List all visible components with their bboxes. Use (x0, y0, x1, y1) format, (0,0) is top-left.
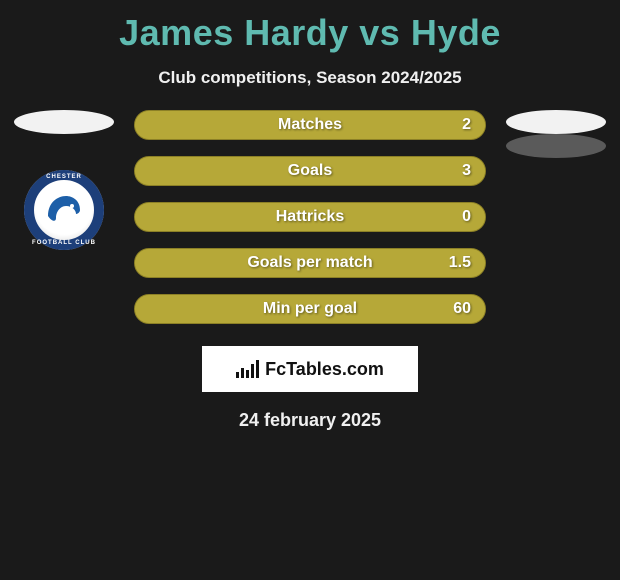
stat-label: Goals per match (247, 254, 372, 272)
main-row: CHESTER FOOTBALL CLUB Matches 2 Goals 3 Hatt… (0, 110, 620, 340)
bar-chart-icon (236, 360, 259, 378)
stat-bar: Goals per match 1.5 (134, 248, 486, 278)
crest-text-top: CHESTER (28, 174, 100, 180)
left-ellipse (14, 110, 114, 134)
date: 24 february 2025 (0, 410, 620, 431)
stat-value-right: 1.5 (449, 254, 471, 272)
stat-value-right: 2 (462, 116, 471, 134)
stat-label: Goals (288, 162, 332, 180)
stat-label: Min per goal (263, 300, 357, 318)
stats-column: Matches 2 Goals 3 Hattricks 0 Goals per match 1… (120, 110, 500, 340)
left-column: CHESTER FOOTBALL CLUB (8, 110, 120, 340)
crest-inner (42, 188, 86, 232)
wolf-icon (42, 188, 86, 232)
subtitle: Club competitions, Season 2024/2025 (0, 68, 620, 88)
stat-bar: Hattricks 0 (134, 202, 486, 232)
crest-text-bottom: FOOTBALL CLUB (28, 240, 100, 246)
stat-value-right: 0 (462, 208, 471, 226)
right-column (500, 110, 612, 340)
stat-bar: Matches 2 (134, 110, 486, 140)
stat-value-right: 60 (453, 300, 471, 318)
stat-value-right: 3 (462, 162, 471, 180)
right-ellipse-bottom (506, 134, 606, 158)
club-crest: CHESTER FOOTBALL CLUB (24, 170, 104, 250)
stat-label: Matches (278, 116, 342, 134)
right-ellipse-top (506, 110, 606, 134)
logo-text: FcTables.com (265, 359, 384, 380)
stat-bar: Min per goal 60 (134, 294, 486, 324)
page-title: James Hardy vs Hyde (0, 0, 620, 54)
stat-label: Hattricks (276, 208, 344, 226)
fctables-logo: FcTables.com (202, 346, 418, 392)
stat-bar: Goals 3 (134, 156, 486, 186)
